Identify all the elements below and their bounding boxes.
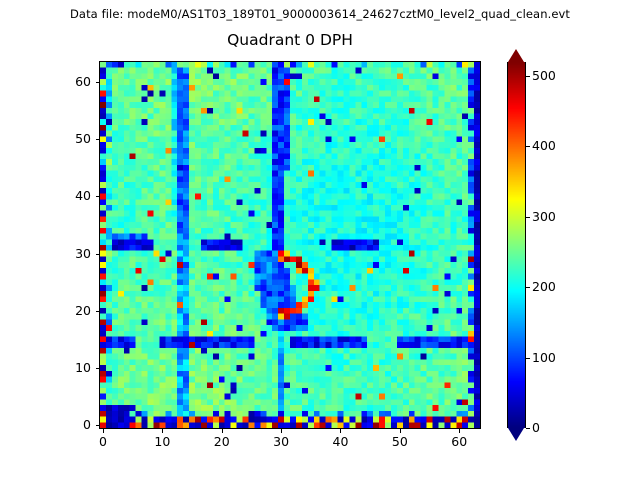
colorbar-tick-label: 300 xyxy=(532,208,556,224)
y-tick-mark xyxy=(95,196,99,198)
y-tick-mark xyxy=(95,425,99,427)
colorbar-tick-mark xyxy=(526,428,530,429)
colorbar-tick-label: 400 xyxy=(532,138,556,154)
axis-spine-top xyxy=(99,61,481,62)
colorbar-tick-label: 0 xyxy=(532,420,540,435)
x-tick-mark xyxy=(459,429,461,433)
colorbar-tick-mark xyxy=(526,357,530,359)
x-tick-mark xyxy=(162,429,164,433)
y-tick-mark xyxy=(95,82,99,84)
y-tick-mark xyxy=(95,253,99,255)
y-tick-mark xyxy=(95,310,99,312)
y-tick-label: 20 xyxy=(75,302,91,318)
colorbar-extend-arrow-bottom xyxy=(508,428,524,441)
x-tick-label: 10 xyxy=(154,434,171,449)
y-tick-label: 40 xyxy=(75,188,91,204)
data-file-caption: Data file: modeM0/AS1T03_189T01_90000036… xyxy=(69,7,571,21)
x-tick-label: 0 xyxy=(98,434,107,449)
heatmap-plot-area xyxy=(100,62,480,428)
y-tick-mark xyxy=(95,139,99,141)
x-tick-mark xyxy=(399,429,401,433)
x-tick-label: 40 xyxy=(332,434,349,449)
y-tick-label: 30 xyxy=(75,245,91,261)
y-tick-label: 50 xyxy=(75,131,91,147)
colorbar-tick-label: 200 xyxy=(532,279,556,295)
x-tick-label: 50 xyxy=(391,434,408,449)
axis-spine-left xyxy=(99,61,100,429)
x-tick-mark xyxy=(102,429,104,433)
colorbar-tick-mark xyxy=(526,146,530,148)
y-tick-label: 0 xyxy=(83,417,91,433)
colorbar-tick-mark xyxy=(526,76,530,78)
colorbar-gradient xyxy=(508,62,525,428)
colorbar-extend-arrow-top xyxy=(508,49,524,62)
plot-title: Quadrant 0 DPH xyxy=(227,31,353,49)
x-tick-mark xyxy=(340,429,342,433)
x-tick-mark xyxy=(281,429,283,433)
axis-spine-bottom xyxy=(99,428,481,429)
colorbar xyxy=(508,62,525,428)
colorbar-tick-label: 100 xyxy=(532,349,556,365)
x-tick-label: 20 xyxy=(213,434,230,449)
colorbar-tick-label: 500 xyxy=(532,68,556,84)
colorbar-edge-right xyxy=(525,62,526,428)
colorbar-tick-mark xyxy=(526,216,530,218)
y-tick-label: 60 xyxy=(75,74,91,90)
y-tick-mark xyxy=(95,367,99,369)
colorbar-tick-mark xyxy=(526,287,530,289)
x-tick-label: 60 xyxy=(451,434,468,449)
x-tick-mark xyxy=(221,429,223,433)
y-tick-label: 10 xyxy=(75,359,91,375)
axis-spine-right xyxy=(480,61,481,429)
x-tick-label: 30 xyxy=(273,434,290,449)
detector-heatmap-image xyxy=(100,62,480,428)
colorbar-edge-left xyxy=(507,62,508,428)
